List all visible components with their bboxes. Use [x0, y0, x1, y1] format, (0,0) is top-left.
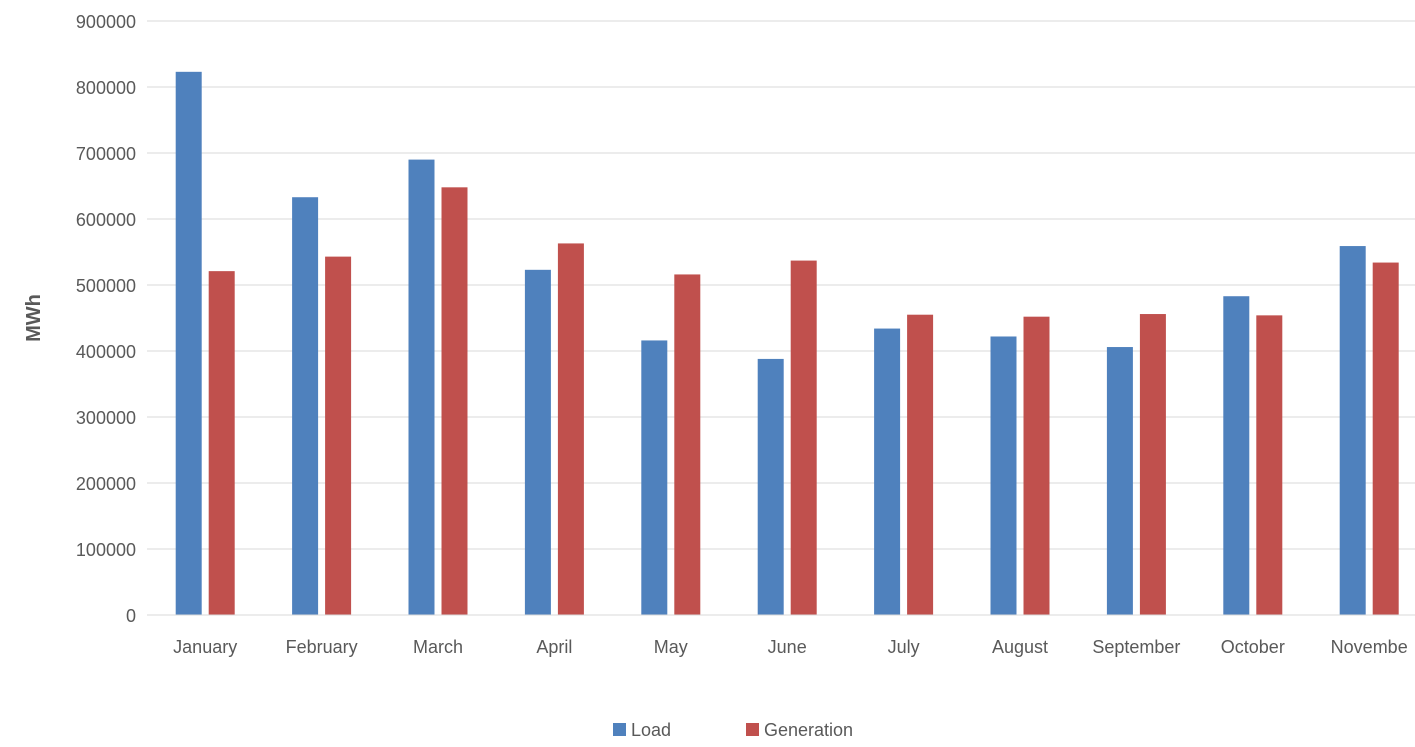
x-tick-label: June	[768, 637, 807, 657]
bar-generation	[1023, 316, 1050, 615]
y-tick-label: 600000	[76, 210, 136, 230]
bar-load	[990, 336, 1017, 615]
y-axis-label: MWh	[23, 294, 45, 342]
x-tick-label: July	[888, 637, 920, 657]
x-tick-label: October	[1221, 637, 1285, 657]
y-tick-label: 100000	[76, 540, 136, 560]
bar-load	[408, 159, 435, 615]
legend-label-load: Load	[631, 720, 671, 740]
legend: Load Generation	[613, 720, 853, 740]
y-tick-label: 400000	[76, 342, 136, 362]
bar-generation	[325, 256, 352, 615]
y-axis-ticks: 0 100000 200000 300000 400000 500000 600000 700…	[76, 12, 136, 626]
bar-generation	[1256, 315, 1283, 615]
bar-load	[874, 328, 901, 615]
x-tick-label: August	[992, 637, 1048, 657]
legend-label-generation: Generation	[764, 720, 853, 740]
bar-generation	[557, 243, 584, 616]
y-tick-label: 300000	[76, 408, 136, 428]
bar-generation	[1372, 262, 1399, 615]
x-tick-label: January	[173, 637, 237, 657]
bar-load	[175, 71, 202, 615]
x-tick-label: April	[536, 637, 572, 657]
bar-load	[1339, 246, 1366, 615]
x-tick-label: February	[286, 637, 358, 657]
bar-generation	[907, 314, 934, 615]
x-tick-label: September	[1092, 637, 1180, 657]
bar-generation	[441, 187, 468, 615]
y-tick-label: 200000	[76, 474, 136, 494]
y-tick-label: 900000	[76, 12, 136, 32]
bar-load	[1223, 296, 1250, 615]
bar-generation	[208, 271, 235, 615]
gridlines	[147, 20, 1415, 550]
bar-load	[757, 358, 784, 615]
bar-load	[524, 269, 551, 615]
bar-load	[1106, 347, 1133, 615]
y-tick-label: 700000	[76, 144, 136, 164]
legend-swatch-generation	[746, 723, 759, 736]
bar-generation	[1139, 314, 1166, 615]
y-tick-label: 800000	[76, 78, 136, 98]
bar-load	[292, 197, 319, 615]
y-tick-label: 500000	[76, 276, 136, 296]
bar-generation	[674, 274, 701, 615]
bars	[175, 71, 1399, 616]
x-tick-label: May	[654, 637, 688, 657]
x-tick-label: March	[413, 637, 463, 657]
y-tick-label: 0	[126, 606, 136, 626]
bar-load	[641, 340, 668, 615]
x-axis-ticks: January February March April May June July Augu…	[173, 637, 1408, 657]
x-tick-label: Novembe	[1331, 637, 1408, 657]
legend-swatch-load	[613, 723, 626, 736]
bar-generation	[790, 260, 817, 615]
